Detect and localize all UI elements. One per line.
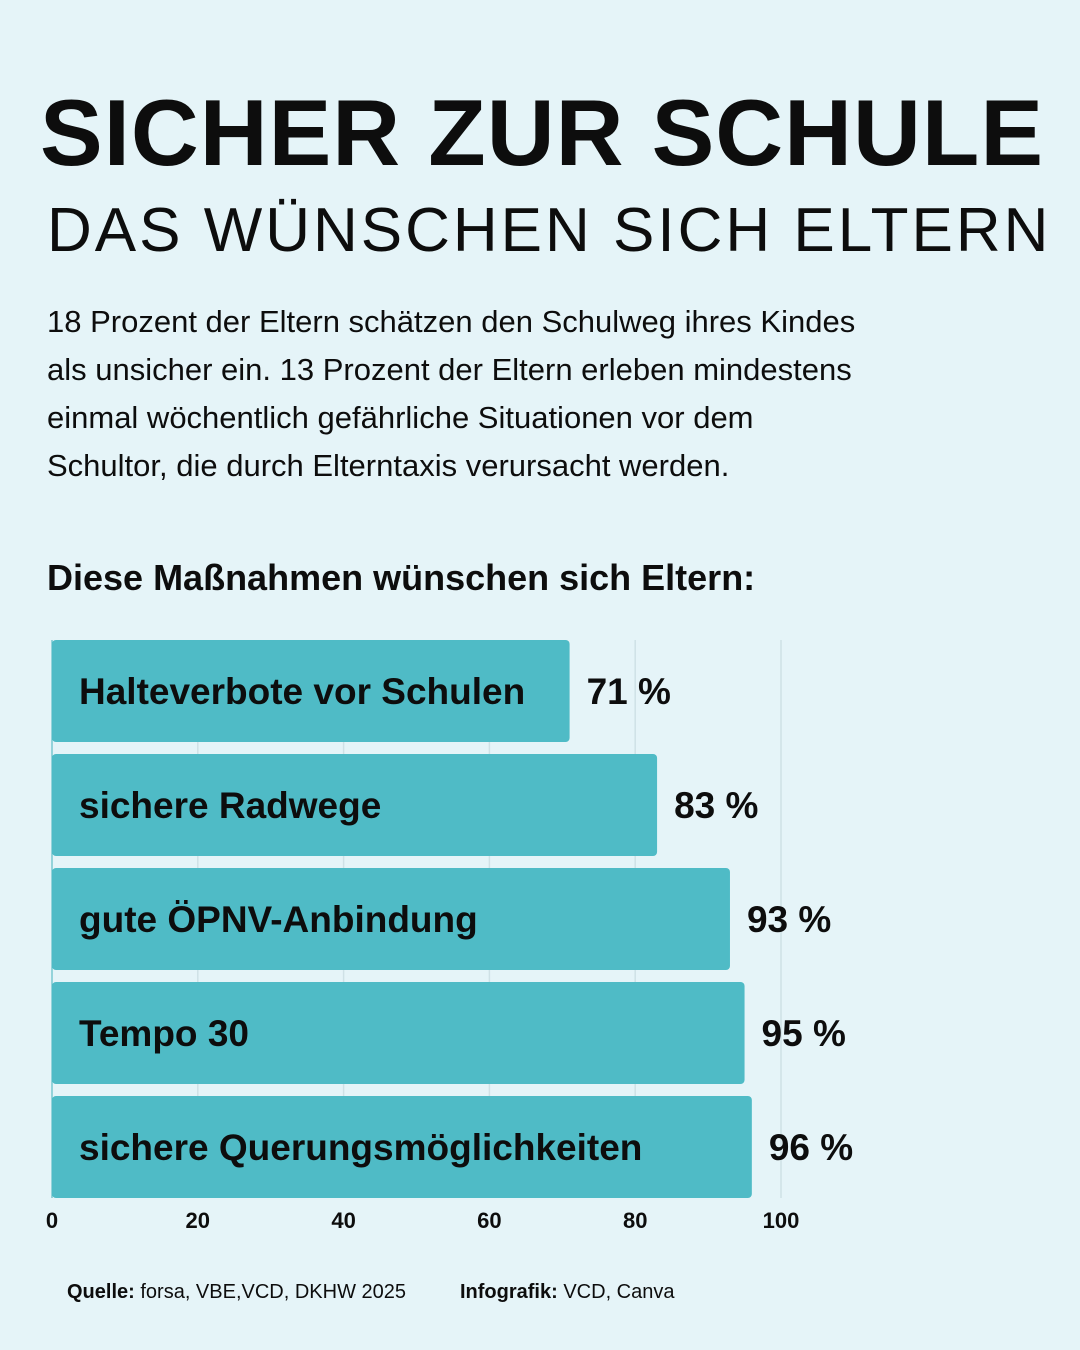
intro-line: 18 Prozent der Eltern schätzen den Schul… <box>47 304 856 339</box>
source-label: Quelle: <box>67 1281 135 1303</box>
bar-value-label: 71 % <box>587 671 671 712</box>
bar <box>52 868 730 970</box>
bar-chart: Halteverbote vor Schulen 71 % sichere Radw… <box>46 640 853 1233</box>
intro-text: 18 Prozent der Eltern schätzen den Schul… <box>47 298 1007 490</box>
source-note: Quelle: forsa, VBE,VCD, DKHW 2025 <box>67 1281 406 1304</box>
source-text: forsa, VBE,VCD, DKHW 2025 <box>140 1281 407 1303</box>
x-tick-label: 0 <box>46 1208 58 1233</box>
bar-category-label: sichere Querungsmöglichkeiten <box>79 1127 642 1168</box>
x-tick-label: 80 <box>623 1208 647 1233</box>
x-tick-label: 100 <box>763 1208 800 1233</box>
section-heading: Diese Maßnahmen wünschen sich Eltern: <box>47 557 756 598</box>
page-title: SICHER ZUR SCHULE <box>40 80 1045 185</box>
intro-line: einmal wöchentlich gefährliche Situation… <box>47 400 754 435</box>
bar-category-label: Tempo 30 <box>79 1013 249 1054</box>
credit-text: VCD, Canva <box>563 1281 675 1303</box>
x-tick-label: 20 <box>186 1208 210 1233</box>
intro-line: Schultor, die durch Elterntaxis verursac… <box>47 448 730 483</box>
x-tick-label: 40 <box>331 1208 355 1233</box>
bar-category-label: gute ÖPNV-Anbindung <box>79 899 478 940</box>
bar-category-label: sichere Radwege <box>79 785 381 826</box>
credit-note: Infografik: VCD, Canva <box>460 1281 675 1304</box>
bar <box>52 1096 752 1198</box>
bar <box>52 754 658 856</box>
bar <box>52 640 570 742</box>
credit-label: Infografik: <box>460 1281 558 1303</box>
bar-value-label: 93 % <box>747 899 831 940</box>
bar <box>52 982 745 1084</box>
intro-line: als unsicher ein. 13 Prozent der Eltern … <box>47 352 852 387</box>
bar-value-label: 95 % <box>762 1013 846 1054</box>
x-tick-label: 60 <box>477 1208 501 1233</box>
bar-category-label: Halteverbote vor Schulen <box>79 671 525 712</box>
bar-value-label: 83 % <box>674 785 758 826</box>
page-subtitle: DAS WÜNSCHEN SICH ELTERN <box>47 196 1052 265</box>
bar-value-label: 96 % <box>769 1127 853 1168</box>
